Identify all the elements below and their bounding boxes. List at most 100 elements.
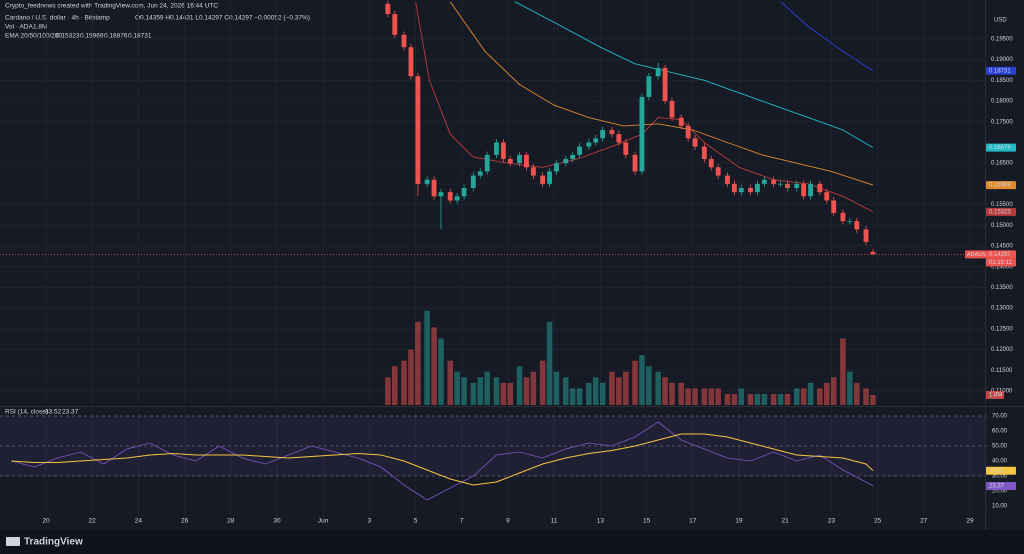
candle-body [623,142,629,155]
volume-bar [539,360,546,405]
axis-value-box [986,466,1016,475]
x-tick-label: 30 [273,518,281,525]
rsi-tick-label: 50.00 [992,444,1008,450]
volume-bar [516,366,523,405]
volume-bar [599,382,606,405]
y-tick-label: 0.13500 [991,285,1013,291]
candle-body [748,188,753,193]
volume-bar [530,371,537,405]
candle-body [785,183,790,189]
y-tick-label: 0.17500 [991,119,1013,125]
x-tick-label: 15 [643,518,651,525]
volume-bar [438,338,444,405]
rsi-line [11,433,874,486]
candle-body [500,142,506,160]
ema-legend: EMA 20/50/100/200 [5,33,62,40]
candle-body [547,171,552,184]
volume-bar [493,377,500,405]
x-tick-label: 19 [735,518,743,525]
x-tick-label: 9 [506,518,510,525]
axis-value-box [986,181,1016,190]
ema-legend-value: 0.15323 [56,33,80,40]
candle-body [808,183,814,197]
axis-value-label: 0.15969 [989,183,1011,189]
x-tick-label: 29 [966,518,974,525]
candle-body [392,14,398,35]
y-tick-label: 0.11500 [991,368,1013,374]
volume-bar [747,393,754,405]
candle-body [847,221,853,222]
candle-body [586,142,592,147]
candle-body [385,3,391,15]
rsi-tick-label: 60.00 [992,429,1008,435]
volume-bar [823,382,830,405]
candle-body [593,138,599,143]
axis-value-label: 33.52 [989,468,1005,474]
volume-bar [817,388,823,405]
volume-bar [408,349,414,405]
candle-body [484,154,490,172]
candle-body [817,183,823,193]
y-tick-label: 0.18500 [991,78,1013,84]
volume-bar [431,327,437,405]
candle-body [854,221,860,230]
volume-bar [424,310,430,405]
rsi-legend: RSI (14, close) [5,409,48,416]
volume-bar [724,393,731,405]
volume-bar [701,388,708,405]
volume-bar [385,377,391,405]
candle-body [725,175,730,184]
candle-body [447,192,453,201]
volume-bar [415,321,421,405]
candle-body [424,179,430,184]
rsi-tick-label: 10.00 [992,504,1008,510]
candle-body [600,130,606,139]
volume-bar [562,377,569,405]
volume-bar [708,388,715,405]
x-tick-label: 25 [874,518,882,525]
volume-bar [576,388,583,405]
volume-bar [685,388,691,405]
candle-body [701,146,707,160]
volume-bar [546,321,553,405]
axis-value-label: 0.18731 [989,68,1011,74]
axis-value-box [986,481,1016,490]
brand: TradingView [24,537,83,548]
volume-bar [569,388,576,405]
candle-body [639,96,645,172]
candle-body [554,163,559,172]
rsi-tick-label: 20.00 [992,489,1008,495]
x-tick-label: Jun [318,518,329,525]
volume-bar [655,371,661,405]
volume-bar [592,377,599,405]
ema-line [449,1,874,186]
volume-bar [470,382,477,405]
candle-body [477,171,483,176]
volume-bar [800,388,807,405]
candle-body [415,76,421,184]
candle-body [870,251,876,255]
candle-body [530,167,536,176]
x-tick-label: 26 [181,518,189,525]
volume-bar [738,388,745,405]
axis-value-box [986,250,1016,259]
volume-bar [863,388,869,405]
x-tick-label: 5 [414,518,418,525]
countdown-box [986,258,1016,267]
volume-bar [500,382,507,405]
candle-body [824,192,830,201]
candle-body [577,146,583,155]
volume-bar [401,360,407,405]
candle-body [692,138,698,147]
volume-bar [639,355,645,405]
volume-bar [678,382,685,405]
x-tick-label: 21 [782,518,790,525]
candle-body [685,125,691,139]
volume-bar [784,393,791,405]
volume-bar [523,377,530,405]
ema-legend-value: 0.15969 [80,33,104,40]
candle-body [646,76,652,97]
axis-value-label: 0.16876 [989,145,1011,151]
